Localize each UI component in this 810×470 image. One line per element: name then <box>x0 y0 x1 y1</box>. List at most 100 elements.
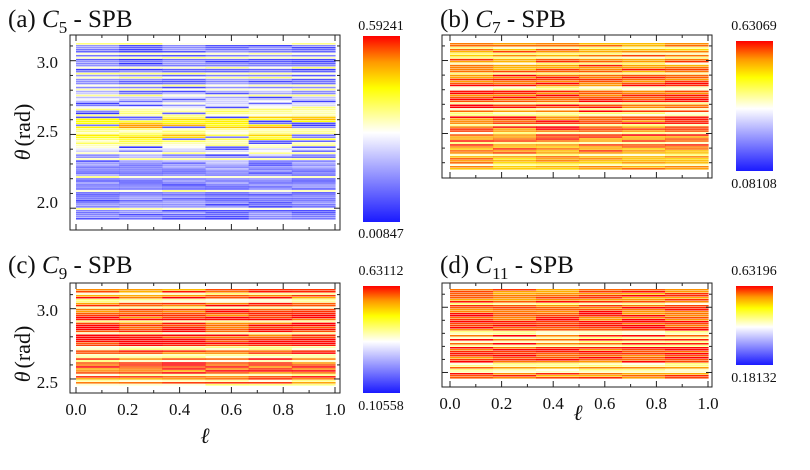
heatmap-cell <box>205 306 250 309</box>
heatmap-cell <box>493 341 537 343</box>
ytick-a-2.5: 2.5 <box>37 122 58 141</box>
heatmap-cell <box>119 364 163 366</box>
heatmap-cell <box>119 100 163 103</box>
heatmap-cell <box>536 355 580 357</box>
heatmap-cell <box>119 212 163 214</box>
heatmap-cell <box>450 84 494 87</box>
heatmap-cell <box>119 150 163 152</box>
heatmap-cell <box>248 58 293 61</box>
xtick-label: 0.6 <box>594 394 615 413</box>
heatmap-cell <box>291 122 336 125</box>
heatmap-cell <box>205 120 250 123</box>
heatmap-cell <box>119 324 163 327</box>
heatmap-cell <box>450 301 494 303</box>
heatmap-cell <box>493 60 537 63</box>
ytick-a-2.0: 2.0 <box>37 193 58 212</box>
heatmap-cell <box>205 186 250 188</box>
heatmap-cell <box>450 317 494 319</box>
heatmap-cell <box>205 116 250 119</box>
heatmap-cell <box>119 138 163 141</box>
heatmap-cell <box>162 306 207 309</box>
heatmap-cell <box>248 316 293 319</box>
heatmap-cell <box>76 294 120 297</box>
heatmap-cell <box>205 364 250 366</box>
heatmap-cell <box>665 158 709 160</box>
heatmap-cell <box>205 188 250 190</box>
heatmap-cell <box>579 78 623 81</box>
heatmap-cell <box>119 172 163 174</box>
heatmap-cell <box>162 114 207 117</box>
heatmap-cell <box>119 346 163 348</box>
heatmap-cell <box>579 327 623 329</box>
heatmap-cell <box>665 359 709 361</box>
heatmap-cell <box>450 365 494 367</box>
heatmap-cell <box>291 296 336 299</box>
heatmap-cell <box>162 66 207 69</box>
heatmap-cell <box>248 212 293 214</box>
heatmap-cell <box>205 148 250 150</box>
heatmap-cell <box>248 56 293 59</box>
heatmap-cell <box>622 76 666 79</box>
heatmap-cell <box>205 52 250 55</box>
heatmap-cell <box>205 124 250 127</box>
ytick-a-3.0: 3.0 <box>37 53 58 72</box>
heatmap-cell <box>76 300 120 303</box>
heatmap-cell <box>162 174 207 176</box>
heatmap-cell <box>536 291 580 293</box>
heatmap-cell <box>622 373 666 375</box>
heatmap-cell <box>450 88 494 91</box>
heatmap-cell <box>248 148 293 150</box>
heatmap-cell <box>665 367 709 369</box>
heatmap-cell <box>536 94 580 97</box>
heatmap-cell <box>291 146 336 148</box>
heatmap-cell <box>205 320 250 323</box>
heatmap-cell <box>76 200 120 202</box>
heatmap-cell <box>162 86 207 89</box>
heatmap-cell <box>248 84 293 87</box>
heatmap-cell <box>450 80 494 83</box>
heatmap-cell <box>622 136 666 138</box>
heatmap-cell <box>579 168 623 170</box>
heatmap-cell <box>493 134 537 136</box>
heatmap-cell <box>493 64 537 67</box>
heatmap-cell <box>248 88 293 91</box>
heatmap-cell <box>162 206 207 208</box>
heatmap-cell <box>119 178 163 180</box>
heatmap-cell <box>622 313 666 315</box>
heatmap-cell <box>291 352 336 354</box>
heatmap-cell <box>291 94 336 97</box>
heatmap-cell <box>205 118 250 121</box>
heatmap-cell <box>76 366 120 368</box>
heatmap-cell <box>536 329 580 331</box>
heatmap-cell <box>76 216 120 218</box>
heatmap-cell <box>162 298 207 301</box>
heatmap-cell <box>665 343 709 345</box>
heatmap-cell <box>76 352 120 354</box>
heatmap-cell <box>119 356 163 358</box>
heatmap-cell <box>622 345 666 347</box>
heatmap-cell <box>119 218 163 220</box>
heatmap-cell <box>162 96 207 99</box>
heatmap-cell <box>76 126 120 129</box>
heatmap-cell <box>622 327 666 329</box>
heatmap-cell <box>248 142 293 144</box>
heatmap-cell <box>665 66 709 69</box>
colorbar-c-max: 0.63112 <box>359 264 404 279</box>
heatmap-cell <box>536 150 580 152</box>
heatmap-cell <box>665 353 709 355</box>
heatmap-cell <box>622 104 666 107</box>
heatmap-cell <box>205 170 250 172</box>
heatmap-cell <box>162 190 207 192</box>
heatmap-cell <box>248 340 293 343</box>
heatmap-cell <box>665 74 709 77</box>
heatmap-cell <box>536 100 580 103</box>
heatmap-cell <box>76 328 120 331</box>
heatmap-cell <box>579 110 623 113</box>
heatmap-cell <box>291 48 336 51</box>
heatmap-cell <box>76 74 120 77</box>
heatmap-cell <box>579 124 623 126</box>
heatmap-cell <box>622 377 666 379</box>
heatmap-cell <box>76 68 120 71</box>
heatmap-cell <box>248 66 293 69</box>
heatmap-cell <box>579 305 623 307</box>
